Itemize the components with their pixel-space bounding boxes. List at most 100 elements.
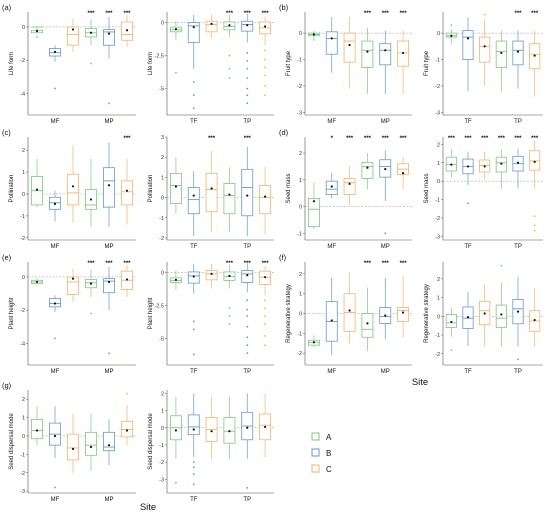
- y-tick-label: 0: [299, 312, 302, 318]
- mean-point: [263, 276, 267, 279]
- box-4: ***: [495, 136, 507, 189]
- box-6: ***: [529, 136, 541, 232]
- mean-point: [246, 194, 249, 197]
- x-group-label: MF: [51, 497, 60, 503]
- outlier-point: [246, 102, 249, 105]
- y-tick-label: 2: [299, 151, 302, 157]
- significance-label: ***: [87, 261, 95, 267]
- y-tick-label: -5: [159, 87, 164, 93]
- mean-point: [228, 193, 231, 196]
- y-tick-label: -1: [297, 58, 302, 64]
- box-3: [343, 271, 356, 344]
- mean-point: [53, 302, 57, 305]
- box-4: [85, 158, 97, 227]
- mean-point: [107, 32, 111, 35]
- box-4: [495, 264, 507, 347]
- box-3: [479, 284, 491, 347]
- mean-point: [263, 425, 267, 429]
- outlier-point: [246, 336, 249, 339]
- box-body: [67, 173, 79, 206]
- mean-point: [210, 22, 213, 25]
- y-tick-label: -2: [435, 352, 440, 358]
- box-2: [462, 17, 474, 92]
- box-2: [325, 277, 338, 356]
- box-5: ***: [241, 261, 254, 355]
- mean-point: [246, 426, 249, 429]
- y-axis-label: Pollination: [9, 175, 15, 203]
- mean-point: [312, 33, 316, 36]
- y-tick-label: -1: [159, 443, 164, 449]
- box-body: [495, 304, 507, 328]
- y-tick-label: 1: [299, 178, 302, 184]
- outlier-point: [483, 13, 486, 16]
- mean-point: [35, 30, 39, 33]
- mean-point: [89, 198, 93, 201]
- x-group-label: MF: [51, 369, 60, 375]
- y-tick-label: 1: [299, 292, 302, 298]
- x-group-label: MP: [105, 497, 114, 503]
- box-5: ***: [512, 11, 524, 89]
- box-body: [67, 433, 79, 461]
- outlier-point: [228, 315, 231, 318]
- mean-point: [263, 195, 267, 198]
- outlier-point: [228, 323, 231, 325]
- y-tick-label: -2: [435, 216, 440, 222]
- box-body: [31, 419, 43, 440]
- mean-point: [516, 310, 520, 313]
- mean-point: [330, 185, 333, 188]
- outlier-point: [192, 483, 195, 486]
- box-body: [307, 198, 320, 228]
- outlier-point: [264, 335, 266, 337]
- mean-point: [210, 272, 213, 275]
- mean-point: [192, 194, 195, 197]
- outlier-point: [246, 325, 249, 328]
- panel-b1: 0 -1 -2 -3 Fruit type (b) MF MP *** *** ***: [279, 3, 412, 125]
- y-tick-label: -1: [297, 331, 302, 337]
- outlier-point: [228, 54, 231, 57]
- y-tick-label: -1: [435, 58, 440, 64]
- box-6: ***: [397, 261, 410, 338]
- mean-point: [312, 341, 316, 344]
- panel-tag: (c): [2, 128, 11, 137]
- outlier-point: [264, 307, 266, 310]
- significance-label: ***: [514, 136, 522, 142]
- box-body: [103, 431, 115, 452]
- outlier-point: [126, 392, 128, 395]
- mean-point: [384, 49, 387, 52]
- x-group-label: TF: [190, 497, 198, 503]
- y-tick-label: -2: [159, 236, 164, 242]
- mean-point: [174, 28, 178, 31]
- box-6: ***: [259, 11, 272, 97]
- mean-point: [483, 165, 486, 168]
- mean-point: [466, 37, 470, 40]
- box-body: [512, 40, 524, 66]
- mean-point: [366, 166, 369, 169]
- outlier-point: [246, 352, 249, 355]
- box-2: ***: [462, 136, 474, 205]
- box-2: [49, 406, 61, 489]
- y-tick-label: 0: [22, 25, 25, 31]
- outlier-point: [500, 264, 503, 267]
- y-tick-label: 1: [161, 175, 164, 181]
- outlier-point: [246, 299, 249, 302]
- y-tick-label: -2.5: [155, 304, 164, 310]
- mean-point: [366, 50, 369, 53]
- mean-point: [125, 189, 129, 192]
- mean-point: [401, 172, 405, 175]
- panel-d2: 2 1 0 -1 -2 -3 Seed mass TF TP *** *** *** *** *** ***: [424, 136, 543, 250]
- outlier-point: [192, 353, 195, 356]
- y-tick-label: 2: [22, 397, 25, 403]
- box-5: ***: [241, 136, 254, 236]
- outlier-point: [246, 67, 249, 70]
- outlier-point: [192, 328, 195, 331]
- outlier-point: [54, 337, 56, 340]
- mean-point: [366, 322, 369, 325]
- mean-point: [210, 430, 213, 433]
- mean-point: [330, 37, 333, 40]
- mean-point: [466, 316, 470, 319]
- outlier-point: [175, 481, 177, 484]
- panel-tag: (g): [2, 381, 12, 390]
- y-tick-label: -2: [297, 351, 302, 357]
- panel-e1: 0 -2 -4 Plant height (e) MF MP *** *** ***: [2, 253, 136, 375]
